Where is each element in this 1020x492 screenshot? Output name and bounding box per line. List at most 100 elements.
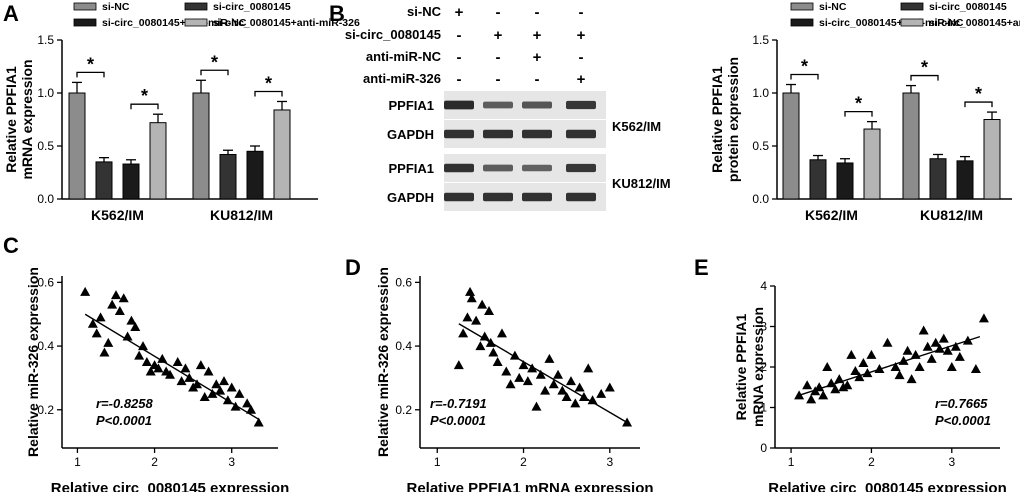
panel-label: C [3, 233, 19, 258]
data-point [141, 357, 152, 366]
data-point [514, 372, 525, 382]
data-point [806, 394, 817, 404]
data-point [488, 347, 499, 357]
data-point [882, 337, 893, 347]
data-point [942, 345, 953, 355]
data-point [496, 328, 507, 338]
y-tick-label: 0 [760, 441, 767, 455]
data-point [87, 318, 98, 328]
legend-label: si-circ_0080145+anti-miR-326 [213, 17, 360, 29]
blot-band [483, 129, 513, 139]
data-point [95, 312, 106, 322]
blot-band [444, 100, 474, 110]
x-axis-label: Relative PPFIA1 mRNA expression [406, 480, 653, 492]
data-point [180, 363, 191, 373]
legend-swatch [900, 2, 924, 11]
legend-label: si-NC [102, 1, 130, 13]
bar [782, 92, 800, 200]
data-point [814, 382, 825, 392]
significance-marker: * [855, 94, 862, 114]
y-tick-label: 0.4 [395, 339, 412, 353]
y-tick-label: 0.0 [752, 192, 769, 206]
stat-text: r=-0.7191 [430, 396, 487, 411]
data-point [548, 379, 559, 389]
legend-swatch [73, 2, 97, 11]
y-tick-label: 0.5 [752, 139, 769, 153]
blot-band [483, 192, 513, 202]
data-point [145, 366, 156, 376]
y-tick-label: 1.0 [752, 86, 769, 100]
legend-swatch [790, 2, 814, 11]
data-point [535, 369, 546, 379]
condition-sign: + [494, 27, 503, 44]
blot-band [522, 101, 552, 109]
data-point [902, 345, 913, 355]
data-point [107, 299, 118, 309]
category-label: K562/IM [91, 207, 144, 223]
data-point [540, 385, 551, 395]
y-axis-label: protein expression [725, 57, 741, 182]
bar [192, 92, 210, 200]
panel-d-scatter: D 0.2 0.4 0.6 1 2 3 Relative PPFIA1 mRNA expres… [345, 255, 654, 492]
stat-text: r=-0.8258 [96, 396, 154, 411]
panel-label: E [694, 255, 709, 280]
data-point [226, 382, 237, 392]
significance-marker: * [921, 58, 928, 78]
data-point [906, 374, 917, 384]
category-label: K562/IM [805, 207, 858, 223]
data-point [122, 331, 133, 341]
data-point [234, 388, 245, 398]
blot-band [522, 192, 552, 202]
condition-sign: - [457, 71, 462, 88]
data-point [219, 376, 229, 386]
data-point [914, 362, 925, 371]
legend-swatch [184, 2, 208, 11]
data-point [242, 398, 253, 408]
data-point [222, 395, 233, 405]
data-point [553, 369, 564, 379]
data-point [138, 341, 148, 351]
data-point [172, 357, 183, 366]
data-point [794, 390, 805, 400]
data-point [114, 306, 125, 316]
data-point [918, 325, 929, 335]
x-axis-label: Relative circ_0080145 expression [51, 480, 290, 492]
y-axis-label: Relative PPFIA1 [3, 66, 19, 173]
x-tick-label: 3 [228, 455, 235, 469]
condition-sign: - [457, 49, 462, 66]
legend-label: si-circ_0080145+anti-miR-326 [929, 17, 1020, 29]
significance-bracket [964, 101, 993, 108]
data-point [544, 353, 555, 363]
y-axis-label: mRNA expression [750, 307, 766, 427]
data-point [230, 401, 241, 411]
bar [983, 119, 1001, 200]
category-label: KU812/IM [210, 207, 273, 223]
data-point [466, 293, 477, 303]
data-point [531, 401, 542, 411]
condition-label: si-circ_0080145 [345, 27, 441, 42]
data-point [111, 290, 121, 300]
x-tick-label: 2 [151, 455, 158, 469]
significance-bracket [254, 90, 283, 97]
y-axis-label: mRNA expression [19, 59, 35, 179]
data-point [485, 337, 496, 347]
cell-line-label: KU812/IM [612, 176, 671, 191]
data-point [930, 337, 941, 347]
condition-sign: + [577, 27, 586, 44]
data-point [477, 299, 488, 309]
bar [219, 153, 237, 200]
x-tick-label: 2 [868, 455, 875, 469]
legend-swatch [790, 18, 814, 27]
data-point [946, 362, 957, 371]
data-point [557, 385, 568, 395]
data-point [509, 350, 520, 360]
data-point [492, 357, 503, 366]
bar [809, 159, 827, 200]
condition-sign: - [496, 71, 501, 88]
significance-marker: * [975, 84, 982, 104]
data-point [453, 360, 464, 370]
x-tick-label: 1 [788, 455, 795, 469]
data-point [954, 351, 965, 361]
legend-label: si-NC [819, 1, 847, 13]
